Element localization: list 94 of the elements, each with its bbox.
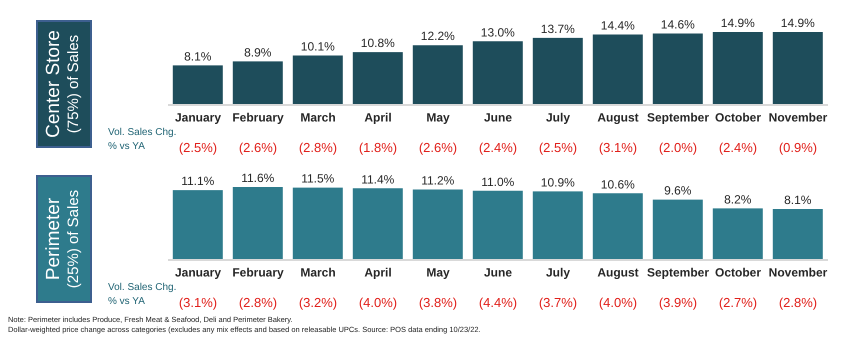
text: Vol. Sales Chg. % vs YA: [108, 126, 178, 154]
bar: [532, 38, 583, 105]
data-label: 11.2%: [421, 174, 455, 188]
text: (1.8%): [358, 140, 398, 155]
data-label: 11.6%: [241, 171, 275, 185]
text: Center Store: [43, 30, 64, 138]
bar: [712, 208, 763, 260]
x-tick-label: July: [546, 110, 570, 125]
bar: [232, 187, 283, 260]
x-tick-label: April: [364, 266, 392, 280]
data-label: 10.6%: [600, 177, 636, 192]
data-label: 14.9%: [780, 16, 816, 30]
text: (4.4%): [478, 295, 518, 310]
text: (2.6%): [238, 140, 278, 155]
bar: [412, 45, 463, 105]
text: (3.2%): [298, 295, 338, 310]
bar: [652, 200, 703, 260]
bar: [352, 52, 403, 105]
bar: [472, 41, 523, 105]
bar: [772, 209, 823, 260]
text: (0.9%): [778, 140, 818, 155]
bar: [472, 190, 523, 260]
text: (25%) of Sales: [64, 190, 83, 288]
x-tick-label: April: [364, 110, 392, 125]
x-tick-label: August: [597, 266, 639, 280]
text: (2.8%): [778, 295, 818, 310]
x-tick-label: September: [646, 266, 710, 280]
text: (2.5%): [178, 140, 218, 155]
text: (2.8%): [238, 295, 278, 310]
bar: [592, 193, 643, 260]
data-label: 8.1%: [184, 49, 212, 64]
bar: [352, 188, 403, 260]
text: (3.8%): [418, 295, 458, 310]
bar: [652, 33, 703, 105]
text: (4.0%): [598, 295, 638, 310]
x-tick-label: June: [484, 266, 512, 280]
text: (3.1%): [178, 295, 218, 310]
data-label: 10.1%: [300, 40, 336, 54]
text: (2.5%): [538, 140, 578, 155]
data-label: 14.6%: [660, 17, 696, 32]
data-label: 11.1%: [181, 174, 215, 188]
data-label: 11.4%: [361, 172, 395, 186]
text: (2.0%): [658, 140, 698, 155]
text: (2.4%): [718, 140, 758, 155]
x-tick-label: January: [174, 110, 222, 125]
x-tick-label: February: [232, 266, 284, 280]
text: (2.8%): [298, 140, 338, 155]
data-label: 13.7%: [540, 22, 576, 36]
bar: [172, 190, 223, 260]
x-tick-label: March: [300, 110, 336, 125]
x-tick-label: July: [546, 266, 570, 280]
x-tick-label: November: [768, 266, 828, 280]
data-label: 14.4%: [600, 18, 636, 32]
x-tick-label: June: [484, 110, 512, 125]
bar: [532, 191, 583, 260]
data-label: 8.2%: [724, 192, 752, 206]
data-label: 9.6%: [664, 184, 692, 198]
text: (3.7%): [538, 295, 578, 310]
text: (2.6%): [418, 140, 458, 155]
data-label: 14.9%: [720, 16, 756, 30]
x-tick-label: February: [232, 110, 284, 125]
data-label: 8.1%: [784, 193, 812, 208]
bar: [292, 56, 343, 105]
x-tick-label: November: [768, 110, 828, 125]
text: (2.7%): [718, 295, 758, 310]
bar: [412, 190, 463, 260]
data-label: 11.0%: [481, 174, 515, 189]
bar: [292, 188, 343, 260]
text: (3.9%): [658, 295, 698, 310]
x-tick-label: January: [174, 266, 222, 280]
x-tick-label: September: [646, 110, 710, 125]
x-tick-label: October: [714, 266, 762, 280]
bar: [592, 34, 643, 105]
data-label: 10.9%: [540, 175, 576, 190]
data-label: 11.5%: [301, 172, 335, 186]
x-tick-label: March: [300, 266, 336, 280]
bar: [172, 65, 223, 105]
x-tick-label: August: [597, 110, 639, 125]
x-tick-label: May: [426, 110, 450, 125]
x-tick-label: May: [426, 266, 450, 280]
text: (75%) of Sales: [64, 34, 83, 136]
text: (2.4%): [478, 140, 518, 155]
text: Vol. Sales Chg. % vs YA: [108, 281, 178, 309]
data-label: 10.8%: [360, 36, 396, 50]
text: (3.1%): [598, 140, 638, 155]
data-label: 8.9%: [244, 45, 272, 60]
bar: [232, 61, 283, 105]
data-label: 13.0%: [480, 25, 516, 40]
x-tick-label: October: [714, 110, 762, 125]
text: (4.0%): [358, 295, 398, 310]
bar: [772, 32, 823, 105]
bar: [712, 32, 763, 105]
data-label: 12.2%: [420, 29, 456, 44]
text: Perimeter: [43, 196, 64, 282]
